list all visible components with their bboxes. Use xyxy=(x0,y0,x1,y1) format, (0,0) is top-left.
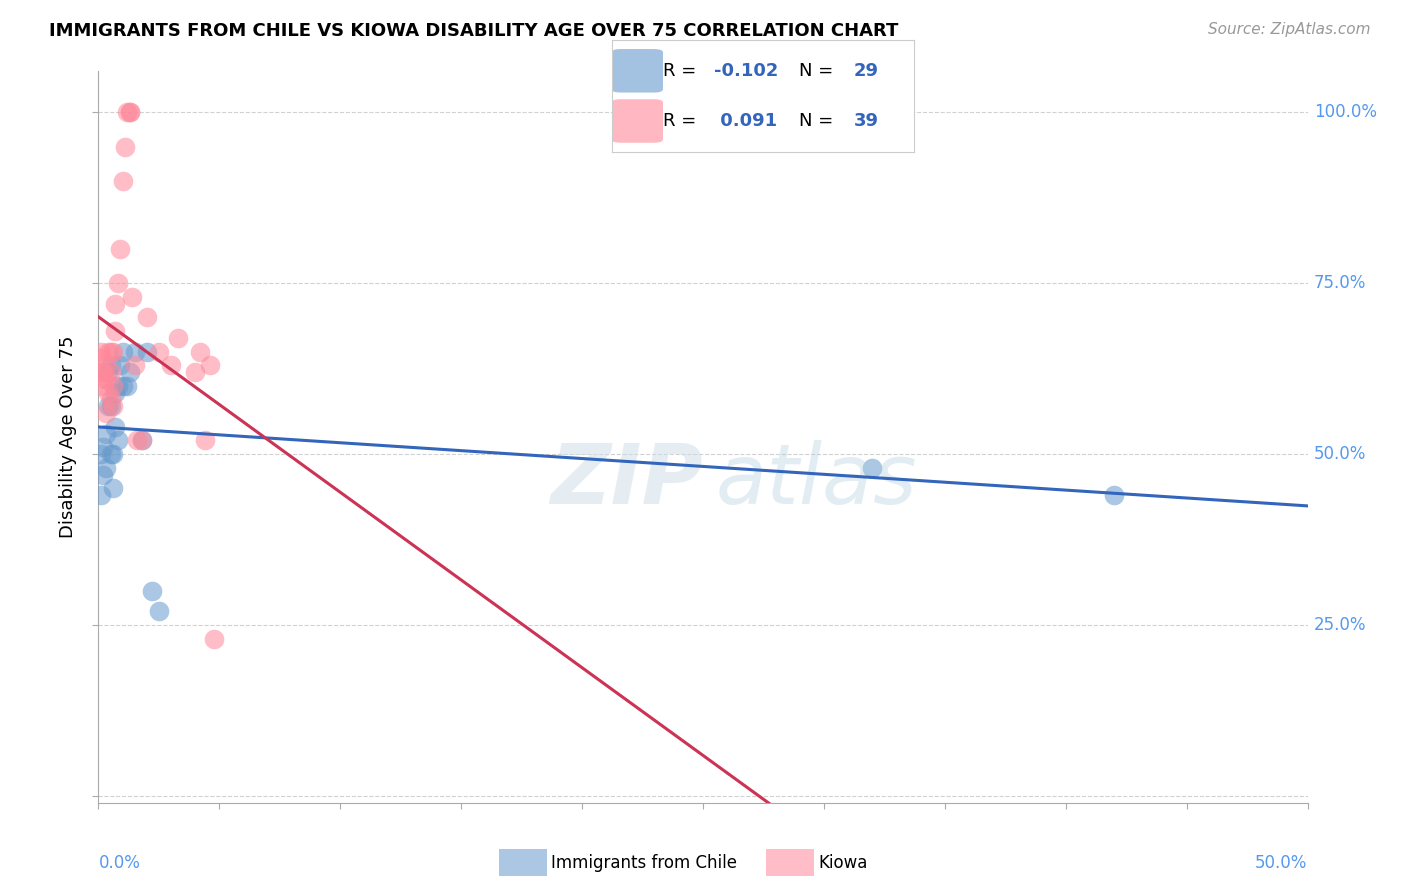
Point xyxy=(118,105,141,120)
Text: Immigrants from Chile: Immigrants from Chile xyxy=(551,854,737,871)
Point xyxy=(108,359,131,373)
Point xyxy=(111,174,134,188)
Point xyxy=(94,426,117,441)
Text: Kiowa: Kiowa xyxy=(818,854,868,871)
Point xyxy=(111,344,134,359)
FancyBboxPatch shape xyxy=(612,99,664,143)
Text: 0.091: 0.091 xyxy=(714,112,778,130)
Point xyxy=(118,105,141,120)
Point xyxy=(90,447,112,461)
Point xyxy=(100,447,122,461)
FancyBboxPatch shape xyxy=(612,49,664,93)
Point xyxy=(1102,488,1125,502)
Point xyxy=(100,400,122,414)
Point xyxy=(104,420,127,434)
Point xyxy=(91,379,114,393)
Point xyxy=(124,359,146,373)
Point xyxy=(107,379,129,393)
Text: IMMIGRANTS FROM CHILE VS KIOWA DISABILITY AGE OVER 75 CORRELATION CHART: IMMIGRANTS FROM CHILE VS KIOWA DISABILIT… xyxy=(49,22,898,40)
Text: 50.0%: 50.0% xyxy=(1313,445,1367,463)
Point xyxy=(91,467,114,482)
Point xyxy=(117,105,139,120)
Point xyxy=(104,385,127,400)
Text: -0.102: -0.102 xyxy=(714,62,779,79)
Point xyxy=(100,359,122,373)
Point xyxy=(94,359,117,373)
Text: 29: 29 xyxy=(853,62,879,79)
Text: R =: R = xyxy=(664,112,702,130)
Text: 100.0%: 100.0% xyxy=(1313,103,1376,121)
Point xyxy=(97,365,120,379)
Point xyxy=(148,344,170,359)
Point xyxy=(107,277,129,291)
Point xyxy=(121,290,143,304)
Point xyxy=(135,310,157,325)
Text: atlas: atlas xyxy=(716,441,917,522)
Point xyxy=(94,460,117,475)
Point xyxy=(104,297,127,311)
Text: 25.0%: 25.0% xyxy=(1313,616,1367,634)
Point xyxy=(100,392,122,407)
Point xyxy=(188,344,211,359)
Point xyxy=(131,434,153,448)
Point xyxy=(91,440,114,454)
Point xyxy=(97,344,120,359)
Point xyxy=(148,604,170,618)
Point xyxy=(90,344,112,359)
Point xyxy=(118,365,141,379)
Point xyxy=(104,324,127,338)
Point xyxy=(131,434,153,448)
Point xyxy=(97,385,120,400)
Point xyxy=(101,344,124,359)
Text: 0.0%: 0.0% xyxy=(98,854,141,872)
Point xyxy=(108,242,131,256)
Text: Source: ZipAtlas.com: Source: ZipAtlas.com xyxy=(1208,22,1371,37)
Point xyxy=(91,365,114,379)
Point xyxy=(111,379,134,393)
Text: R =: R = xyxy=(664,62,702,79)
Point xyxy=(91,372,114,386)
Text: 39: 39 xyxy=(853,112,879,130)
Text: ZIP: ZIP xyxy=(550,441,703,522)
Point xyxy=(141,583,163,598)
Point xyxy=(101,400,124,414)
Point xyxy=(204,632,226,646)
Point xyxy=(124,344,146,359)
Point xyxy=(117,379,139,393)
Text: N =: N = xyxy=(799,112,839,130)
Point xyxy=(107,434,129,448)
Point xyxy=(90,488,112,502)
Point xyxy=(90,351,112,366)
Point xyxy=(90,365,112,379)
Point xyxy=(114,139,136,153)
Point xyxy=(97,400,120,414)
Point xyxy=(94,406,117,420)
Point xyxy=(198,359,221,373)
Point xyxy=(101,379,124,393)
Text: 75.0%: 75.0% xyxy=(1313,274,1367,293)
Text: N =: N = xyxy=(799,62,839,79)
Point xyxy=(194,434,217,448)
Point xyxy=(100,365,122,379)
Point xyxy=(167,331,190,345)
Point xyxy=(860,460,883,475)
Point xyxy=(94,372,117,386)
Point xyxy=(160,359,183,373)
Point xyxy=(184,365,207,379)
Y-axis label: Disability Age Over 75: Disability Age Over 75 xyxy=(59,335,77,539)
Point xyxy=(101,447,124,461)
Point xyxy=(101,481,124,495)
Point xyxy=(135,344,157,359)
Point xyxy=(100,344,122,359)
Point xyxy=(127,434,149,448)
Text: 50.0%: 50.0% xyxy=(1256,854,1308,872)
